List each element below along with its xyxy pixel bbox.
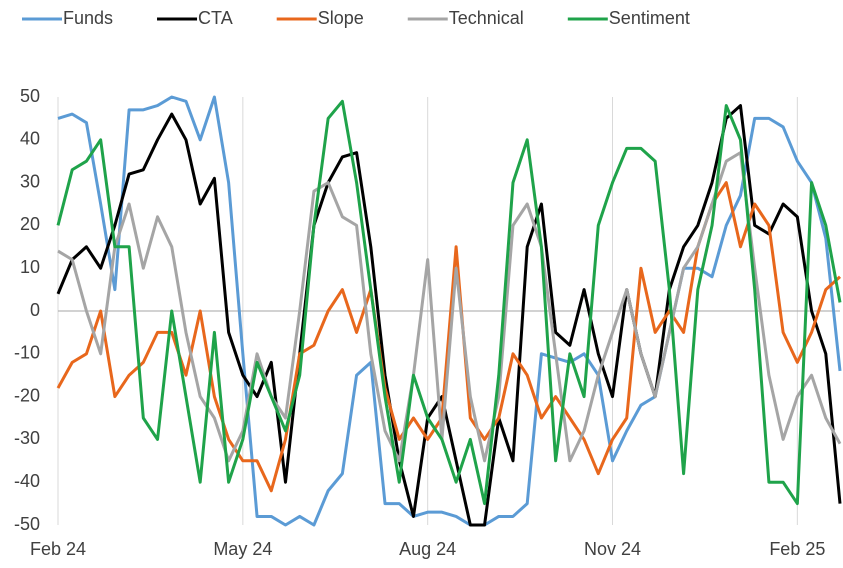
series-line: [57, 95, 842, 527]
y-tick-label: -10: [14, 343, 40, 363]
x-tick-label: Aug 24: [399, 539, 456, 559]
x-tick-label: May 24: [213, 539, 272, 559]
legend-label: Sentiment: [609, 8, 690, 28]
x-tick-label: Nov 24: [584, 539, 641, 559]
y-tick-label: -50: [14, 514, 40, 534]
legend-label: Funds: [63, 8, 113, 28]
y-tick-label: -40: [14, 471, 40, 491]
series-line: [56, 104, 842, 527]
series-line: [56, 99, 842, 506]
y-tick-label: 50: [20, 86, 40, 106]
y-tick-label: 40: [20, 129, 40, 149]
y-tick-label: 10: [20, 257, 40, 277]
y-tick-label: -20: [14, 385, 40, 405]
legend-label: Slope: [318, 8, 364, 28]
legend-label: Technical: [449, 8, 524, 28]
y-tick-label: -30: [14, 428, 40, 448]
y-tick-label: 30: [20, 171, 40, 191]
x-tick-label: Feb 25: [769, 539, 825, 559]
series-line: [57, 151, 842, 463]
y-tick-label: 20: [20, 214, 40, 234]
legend-label: CTA: [198, 8, 233, 28]
x-tick-label: Feb 24: [30, 539, 86, 559]
y-tick-label: 0: [30, 300, 40, 320]
